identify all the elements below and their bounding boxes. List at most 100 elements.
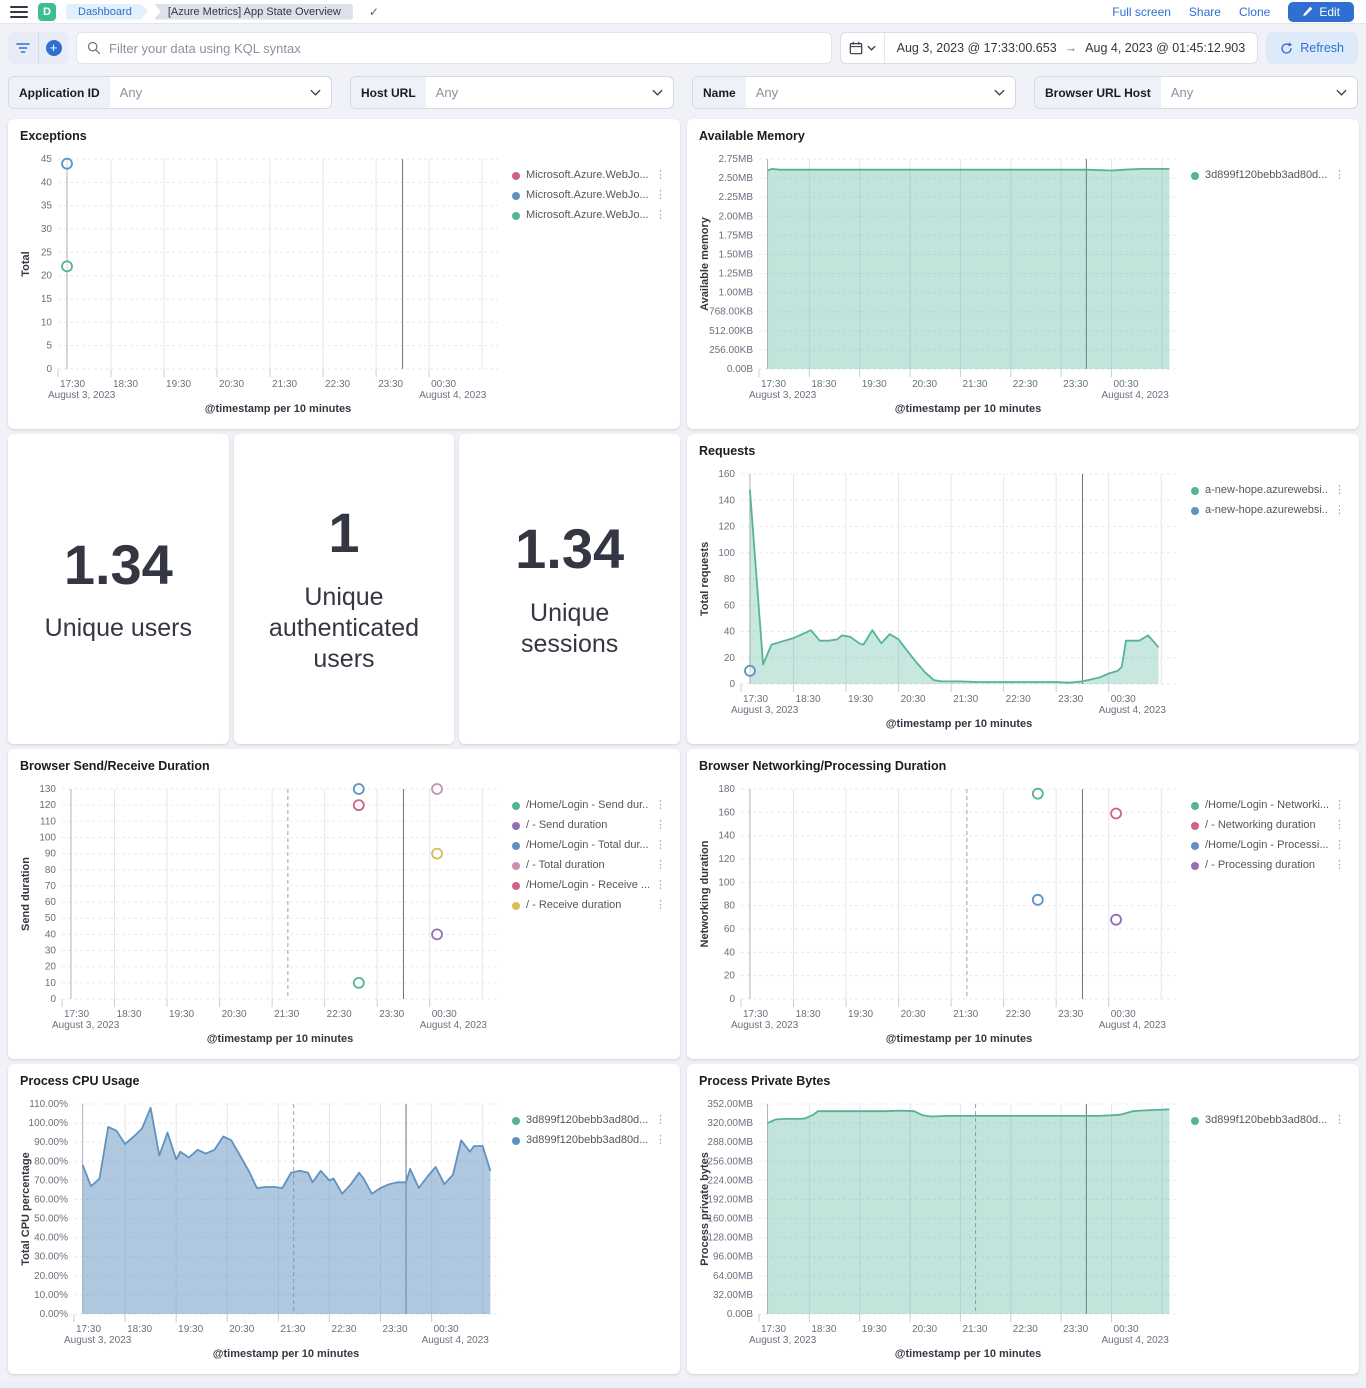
legend-item[interactable]: /Home/Login - Total dur... ⋮ [512,839,666,851]
date-start[interactable]: Aug 3, 2023 @ 17:33:00.653 [897,41,1057,55]
edit-button[interactable]: Edit [1288,2,1354,22]
svg-text:0: 0 [50,994,56,1005]
legend-item[interactable]: / - Networking duration ⋮ [1191,819,1345,831]
page-title-breadcrumb[interactable]: [Azure Metrics] App State Overview [154,4,353,20]
legend-menu-icon[interactable]: ⋮ [655,839,666,851]
legend-label[interactable]: Microsoft.Azure.WebJo... [526,189,649,201]
breadcrumb-dashboard[interactable]: Dashboard [66,4,148,20]
legend-label[interactable]: / - Networking duration [1205,819,1328,831]
chart-canvas[interactable]: 0.00B32.00MB64.00MB96.00MB128.00MB160.00… [697,1092,1187,1360]
control-host-url[interactable]: Host URL Any [350,76,674,109]
legend-item[interactable]: /Home/Login - Receive ... ⋮ [512,879,666,891]
control-application-id[interactable]: Application ID Any [8,76,332,109]
share-link[interactable]: Share [1189,5,1221,19]
legend-label[interactable]: / - Processing duration [1205,859,1328,871]
legend-menu-icon[interactable]: ⋮ [1334,799,1345,811]
control-browser-url-host[interactable]: Browser URL Host Any [1034,76,1358,109]
control-name[interactable]: Name Any [692,76,1016,109]
svg-text:96.00MB: 96.00MB [713,1252,753,1263]
legend-label[interactable]: /Home/Login - Send dur... [526,799,649,811]
legend-item[interactable]: a-new-hope.azurewebsi... ⋮ [1191,504,1345,516]
svg-text:22:30: 22:30 [327,1009,352,1020]
legend-menu-icon[interactable]: ⋮ [655,169,666,181]
legend-item[interactable]: a-new-hope.azurewebsi... ⋮ [1191,484,1345,496]
chart-canvas[interactable]: 0.00%10.00%20.00%30.00%40.00%50.00%60.00… [18,1092,508,1360]
svg-text:1.00MB: 1.00MB [719,288,754,299]
legend-item[interactable]: / - Send duration ⋮ [512,819,666,831]
legend-menu-icon[interactable]: ⋮ [655,819,666,831]
svg-text:224.00MB: 224.00MB [707,1175,753,1186]
legend-menu-icon[interactable]: ⋮ [1334,504,1345,516]
legend-item[interactable]: / - Processing duration ⋮ [1191,859,1345,871]
legend-menu-icon[interactable]: ⋮ [655,859,666,871]
legend-item[interactable]: 3d899f120bebb3ad80d... ⋮ [512,1114,666,1126]
legend-label[interactable]: / - Receive duration [526,899,649,911]
full-screen-link[interactable]: Full screen [1112,5,1171,19]
svg-text:20:30: 20:30 [912,379,937,390]
saved-query-filter-button[interactable] [8,32,38,64]
legend-menu-icon[interactable]: ⋮ [1334,484,1345,496]
legend-label[interactable]: a-new-hope.azurewebsi... [1205,504,1328,516]
svg-text:40: 40 [45,929,57,940]
legend-menu-icon[interactable]: ⋮ [1334,819,1345,831]
legend-label[interactable]: 3d899f120bebb3ad80d... [526,1114,649,1126]
legend-item[interactable]: Microsoft.Azure.WebJo... ⋮ [512,169,666,181]
legend-menu-icon[interactable]: ⋮ [1334,1114,1345,1126]
date-range-text[interactable]: Aug 3, 2023 @ 17:33:00.653 → Aug 4, 2023… [885,41,1258,55]
legend-menu-icon[interactable]: ⋮ [655,899,666,911]
chart-canvas[interactable]: 02040608010012014016017:30August 3, 2023… [697,462,1187,730]
legend-label[interactable]: a-new-hope.azurewebsi... [1205,484,1328,496]
legend-item[interactable]: 3d899f120bebb3ad80d... ⋮ [512,1134,666,1146]
legend-label[interactable]: /Home/Login - Networki... [1205,799,1328,811]
chart-canvas[interactable]: 02040608010012014016018017:30August 3, 2… [697,777,1187,1045]
legend-label[interactable]: / - Total duration [526,859,649,871]
legend-label[interactable]: Microsoft.Azure.WebJo... [526,169,649,181]
legend-label[interactable]: / - Send duration [526,819,649,831]
space-avatar[interactable]: D [38,3,56,21]
date-end[interactable]: Aug 4, 2023 @ 01:45:12.903 [1085,41,1245,55]
legend-label[interactable]: 3d899f120bebb3ad80d... [526,1134,649,1146]
refresh-button[interactable]: Refresh [1266,32,1358,64]
svg-text:352.00MB: 352.00MB [707,1099,753,1110]
legend-menu-icon[interactable]: ⋮ [1334,839,1345,851]
legend-menu-icon[interactable]: ⋮ [655,799,666,811]
legend-label[interactable]: /Home/Login - Total dur... [526,839,649,851]
clone-link[interactable]: Clone [1239,5,1270,19]
panel-browser-send-receive: Browser Send/Receive Duration 0102030405… [8,749,680,1059]
legend-item[interactable]: / - Total duration ⋮ [512,859,666,871]
add-filter-button[interactable]: + [38,32,68,64]
legend-menu-icon[interactable]: ⋮ [655,1114,666,1126]
chart-canvas[interactable]: 010203040506070809010011012013017:30Augu… [18,777,508,1045]
legend-item[interactable]: Microsoft.Azure.WebJo... ⋮ [512,209,666,221]
svg-text:32.00MB: 32.00MB [713,1290,753,1301]
svg-text:Total CPU percentage: Total CPU percentage [20,1152,32,1266]
legend-item[interactable]: /Home/Login - Networki... ⋮ [1191,799,1345,811]
svg-text:@timestamp per 10 minutes: @timestamp per 10 minutes [213,1348,359,1360]
legend-menu-icon[interactable]: ⋮ [655,879,666,891]
legend-menu-icon[interactable]: ⋮ [655,1134,666,1146]
legend-item[interactable]: 3d899f120bebb3ad80d... ⋮ [1191,169,1345,181]
legend-menu-icon[interactable]: ⋮ [655,189,666,201]
legend-menu-icon[interactable]: ⋮ [1334,169,1345,181]
legend-item[interactable]: /Home/Login - Processi... ⋮ [1191,839,1345,851]
legend-label[interactable]: /Home/Login - Receive ... [526,879,649,891]
legend-item[interactable]: Microsoft.Azure.WebJo... ⋮ [512,189,666,201]
legend-label[interactable]: /Home/Login - Processi... [1205,839,1328,851]
legend-item[interactable]: /Home/Login - Send dur... ⋮ [512,799,666,811]
svg-text:17:30: 17:30 [76,1324,101,1335]
legend-menu-icon[interactable]: ⋮ [655,209,666,221]
legend-label[interactable]: 3d899f120bebb3ad80d... [1205,169,1328,181]
kql-search-input[interactable] [109,41,821,56]
menu-hamburger-icon[interactable] [10,6,28,18]
control-value: Any [426,85,652,100]
svg-text:00:30: 00:30 [432,1009,457,1020]
legend-label[interactable]: 3d899f120bebb3ad80d... [1205,1114,1328,1126]
legend-item[interactable]: 3d899f120bebb3ad80d... ⋮ [1191,1114,1345,1126]
date-picker-menu-button[interactable] [841,33,885,63]
svg-text:0: 0 [729,994,735,1005]
legend-menu-icon[interactable]: ⋮ [1334,859,1345,871]
legend-label[interactable]: Microsoft.Azure.WebJo... [526,209,649,221]
chart-canvas[interactable]: 05101520253035404517:30August 3, 202318:… [18,147,508,415]
legend-item[interactable]: / - Receive duration ⋮ [512,899,666,911]
chart-canvas[interactable]: 0.00B256.00KB512.00KB768.00KB1.00MB1.25M… [697,147,1187,415]
